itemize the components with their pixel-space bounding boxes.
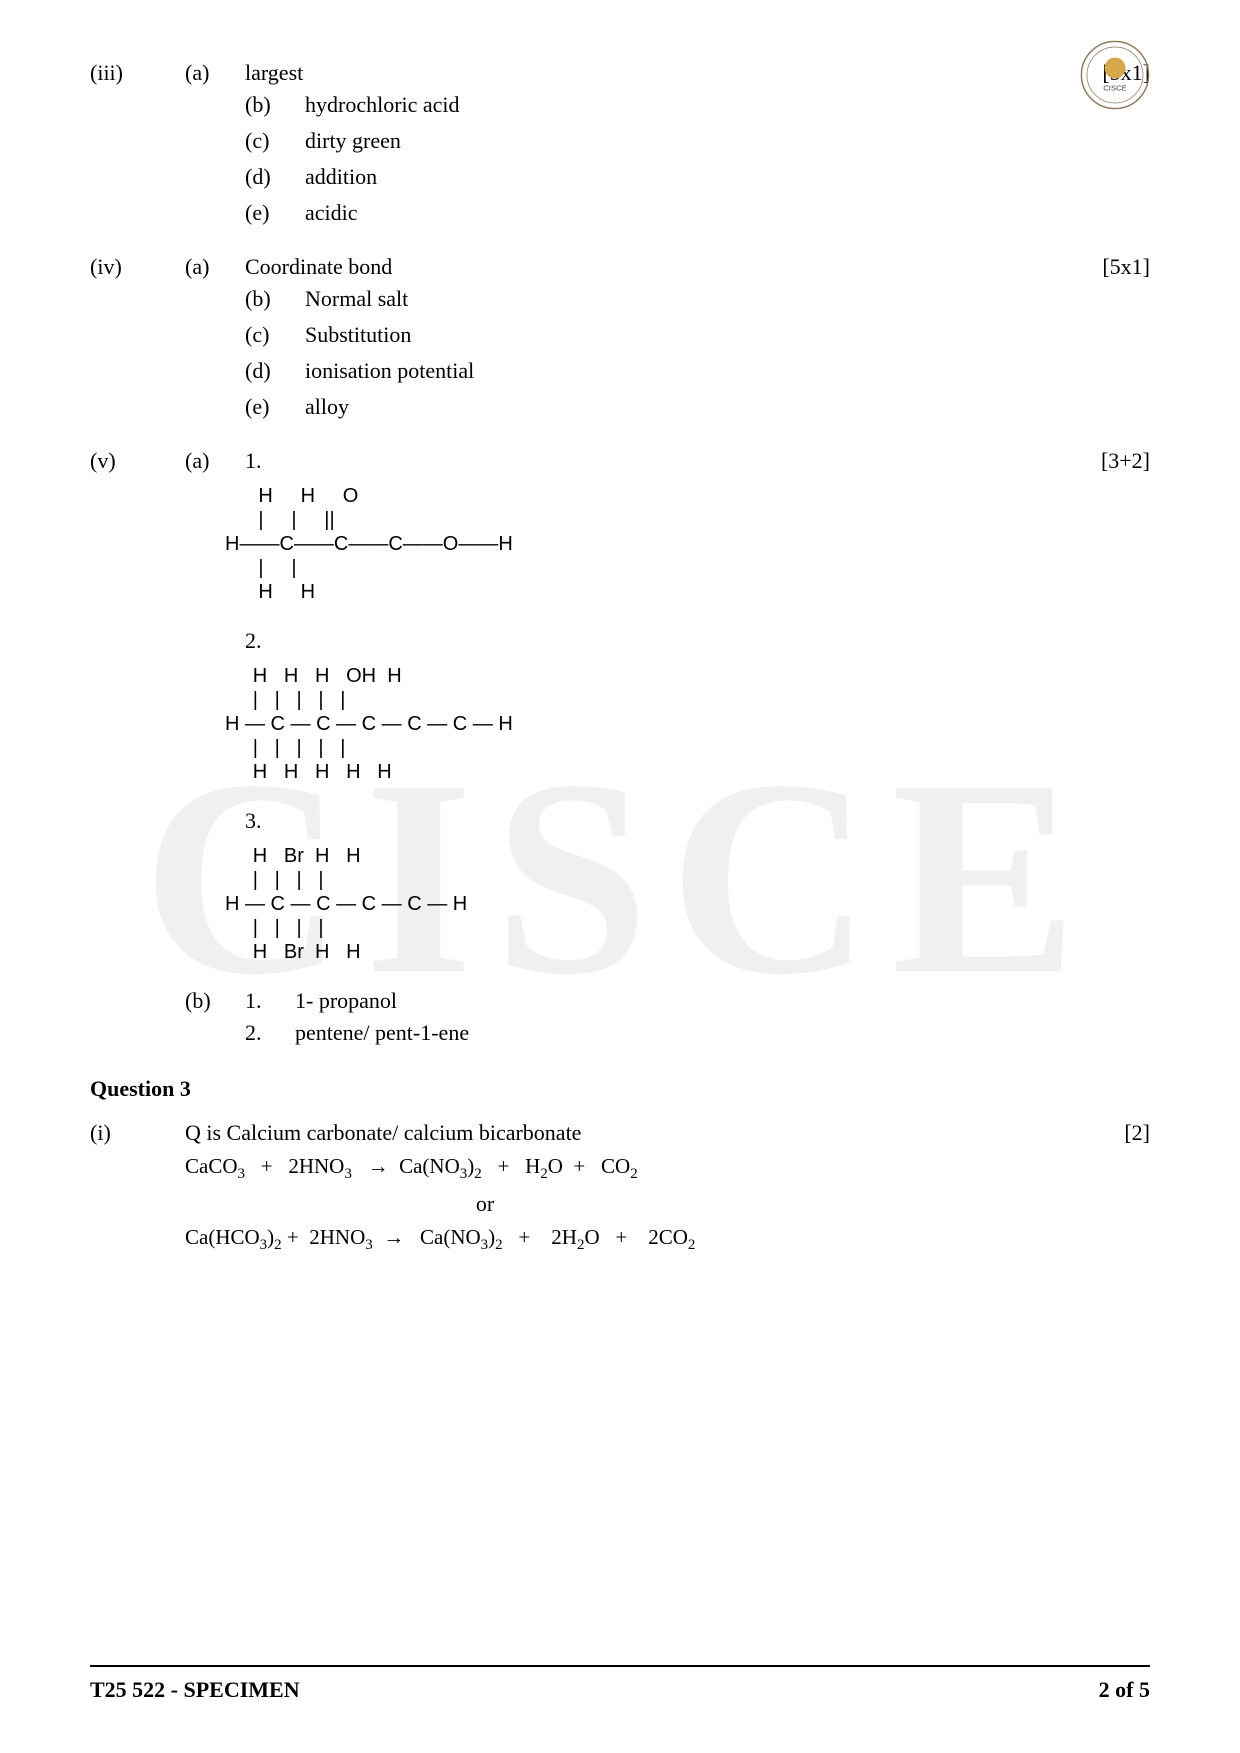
answer-text: addition [305,164,1150,190]
answer-text: 1- propanol [295,988,1150,1014]
num-1: 1. [245,988,295,1014]
letter-a: (a) [185,254,245,280]
page-footer: T25 522 - SPECIMEN 2 of 5 [90,1665,1150,1703]
footer-left: T25 522 - SPECIMEN [90,1677,300,1703]
roman-iv: (iv) [90,254,185,280]
structural-formula-1: H H O | | || H——C——C——C——O——H | | H H [225,484,1150,604]
answer-text: Coordinate bond [245,254,1070,280]
letter-e: (e) [245,394,305,420]
marks-label: [3+2] [1070,448,1150,474]
answer-text: Substitution [305,322,1150,348]
answer-text: largest [245,60,1070,86]
letter-b: (b) [245,92,305,118]
letter-c: (c) [245,128,305,154]
cisce-logo: CISCE [1080,40,1150,110]
footer-right: 2 of 5 [1099,1677,1150,1703]
answer-iii-block: (iii) (a) largest [5x1] (b) hydrochloric… [90,60,1150,226]
num-1: 1. [245,448,295,474]
answer-text: Normal salt [305,286,1150,312]
answer-text: hydrochloric acid [305,92,1150,118]
marks-label: [5x1] [1070,254,1150,280]
letter-e: (e) [245,200,305,226]
answer-text: alloy [305,394,1150,420]
num-2: 2. [245,628,295,654]
letter-c: (c) [245,322,305,348]
letter-d: (d) [245,358,305,384]
roman-iii: (iii) [90,60,185,86]
marks-label: [2] [1070,1120,1150,1146]
answer-text: Q is Calcium carbonate/ calcium bicarbon… [185,1120,1070,1146]
equation-1: CaCO3 + 2HNO3 → Ca(NO3)2 + H2O + CO2 [185,1154,1150,1183]
letter-a: (a) [185,60,245,86]
answer-iv-block: (iv) (a) Coordinate bond [5x1] (b) Norma… [90,254,1150,420]
answer-text: pentene/ pent-1-ene [295,1020,1150,1046]
answer-text: acidic [305,200,1150,226]
letter-b: (b) [185,988,245,1014]
structural-formula-2: H H H OH H | | | | | H — C — C — C — C —… [225,664,1150,784]
q3-i-block: (i) Q is Calcium carbonate/ calcium bica… [90,1120,1150,1254]
letter-d: (d) [245,164,305,190]
letter-a: (a) [185,448,245,474]
equation-2: Ca(HCO3)2 + 2HNO3 → Ca(NO3)2 + 2H2O + 2C… [185,1225,1150,1254]
num-3: 3. [245,808,295,834]
answer-v-block: (v) (a) 1. [3+2] H H O | | || H——C——C——C… [90,448,1150,1046]
question-3-heading: Question 3 [90,1076,1150,1102]
letter-b: (b) [245,286,305,312]
structural-formula-3: H Br H H | | | | H — C — C — C — C — H |… [225,844,1150,964]
num-2: 2. [245,1020,295,1046]
answer-text: ionisation potential [305,358,1150,384]
or-separator: or [185,1191,785,1217]
answer-text: dirty green [305,128,1150,154]
svg-text:CISCE: CISCE [1103,83,1127,92]
roman-v: (v) [90,448,185,474]
roman-i: (i) [90,1120,185,1146]
